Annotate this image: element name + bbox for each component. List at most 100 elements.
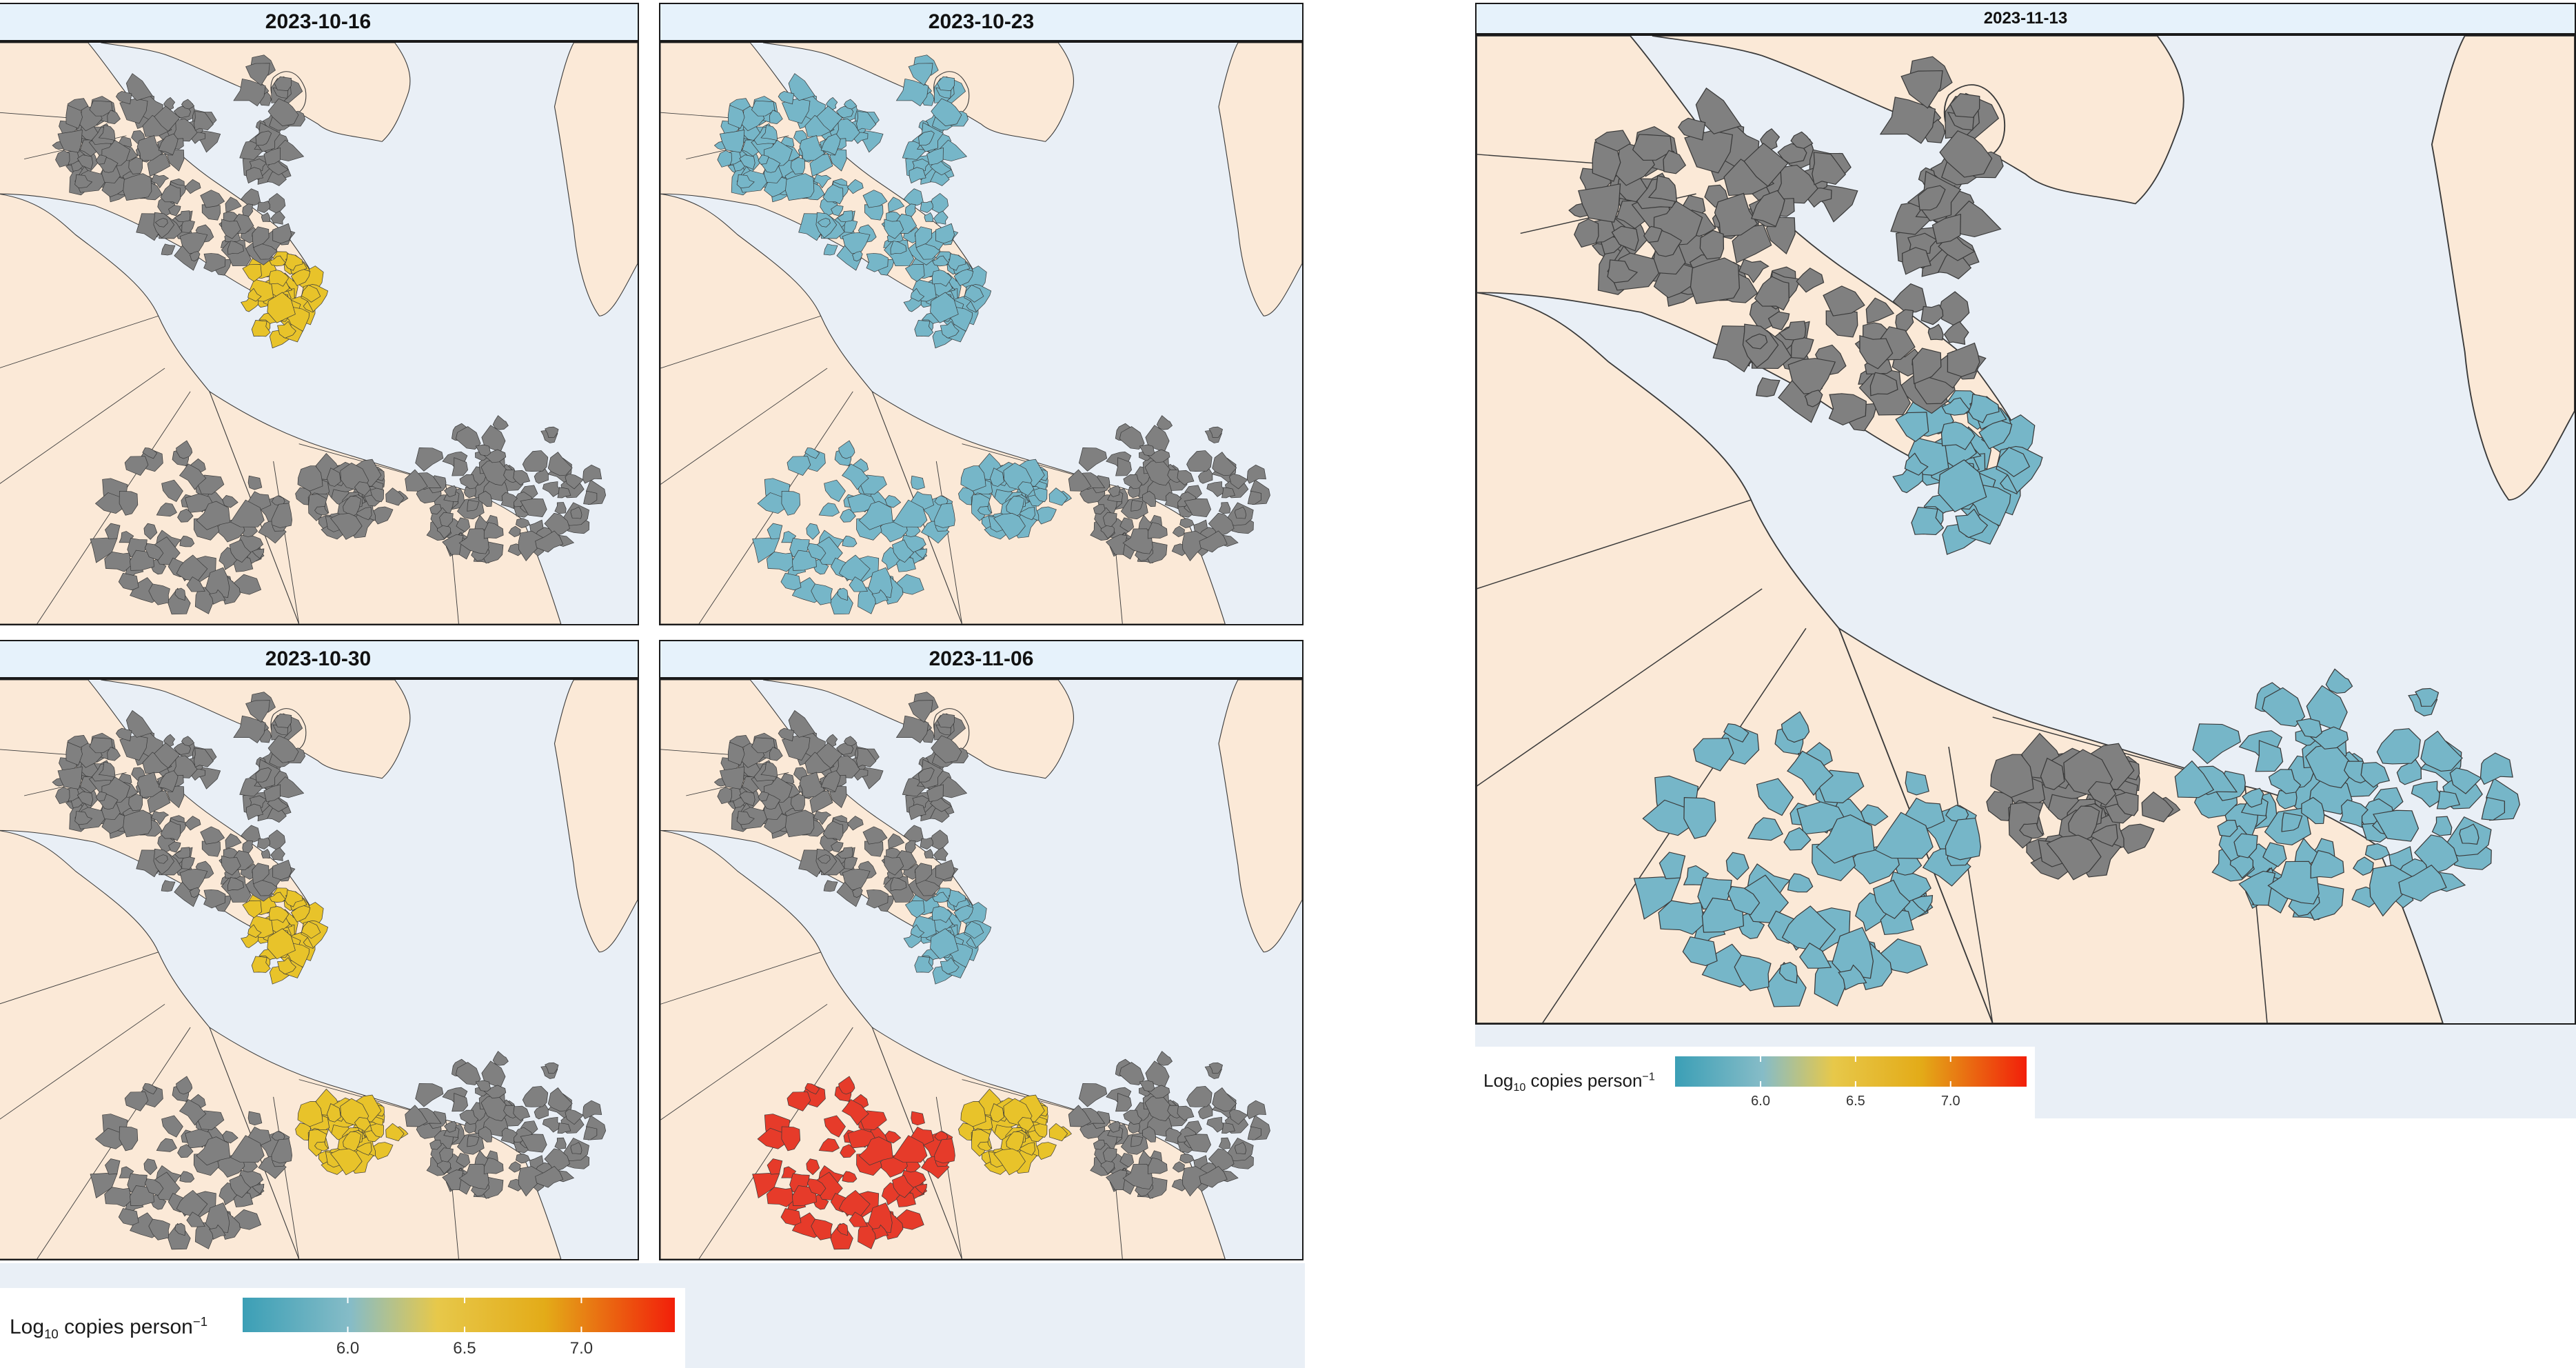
census-block xyxy=(822,821,844,841)
census-block xyxy=(960,465,986,492)
census-block xyxy=(196,501,231,530)
census-block xyxy=(780,572,802,591)
census-block xyxy=(1683,797,1716,839)
census-block xyxy=(1911,506,1945,536)
census-block xyxy=(842,463,869,490)
census-block xyxy=(1714,192,1758,237)
census-block xyxy=(1156,415,1173,430)
census-block xyxy=(933,847,949,861)
census-block xyxy=(565,1109,584,1125)
census-block xyxy=(932,255,949,267)
census-block xyxy=(1751,190,1785,228)
county-boundary xyxy=(0,315,159,368)
census-block xyxy=(1799,942,1832,969)
census-block xyxy=(1648,230,1683,257)
census-block xyxy=(515,518,531,528)
census-block xyxy=(1904,452,1929,476)
census-block xyxy=(161,243,176,256)
census-block xyxy=(1911,348,1942,385)
census-block xyxy=(267,735,299,763)
census-block xyxy=(177,508,194,523)
census-block xyxy=(931,270,952,287)
census-block xyxy=(193,111,214,131)
sewershed-northArm xyxy=(895,692,968,823)
census-block xyxy=(904,900,925,918)
census-block xyxy=(1968,393,2000,423)
sewershed-west xyxy=(90,1076,292,1250)
census-block xyxy=(993,1148,1026,1176)
census-block xyxy=(849,1211,869,1227)
census-block xyxy=(369,487,384,503)
census-block xyxy=(837,587,849,601)
census-block xyxy=(915,226,933,248)
census-block xyxy=(2217,820,2238,837)
legend-colorbar: 6.0 6.5 7.0 xyxy=(1675,1056,2027,1109)
census-block xyxy=(483,522,504,539)
census-block xyxy=(2353,856,2374,876)
legend-title: Log10 copies person−1 xyxy=(1483,1070,1655,1094)
census-block xyxy=(760,761,778,778)
census-block xyxy=(554,1137,567,1149)
census-block xyxy=(964,284,984,303)
census-block xyxy=(2019,823,2044,839)
census-block xyxy=(911,475,925,490)
sewershed-west xyxy=(752,440,955,615)
map-panel-2023-11-13: 2023-11-13 xyxy=(1475,3,2576,1025)
census-block xyxy=(844,99,858,110)
census-block xyxy=(1206,481,1226,497)
census-block xyxy=(301,284,321,303)
census-block xyxy=(245,63,270,86)
census-block xyxy=(1033,1123,1048,1138)
census-block xyxy=(926,147,944,165)
land-area xyxy=(1218,680,1302,953)
census-block xyxy=(1787,873,1814,893)
census-block xyxy=(1139,1080,1155,1092)
sewershed-center xyxy=(1986,732,2181,881)
census-block xyxy=(246,167,263,184)
census-block xyxy=(1107,485,1121,497)
census-block xyxy=(934,1138,955,1164)
census-block xyxy=(500,1127,518,1145)
census-block xyxy=(893,499,928,527)
census-block xyxy=(257,201,271,213)
census-block xyxy=(119,1126,139,1151)
census-block xyxy=(225,833,242,849)
sewershed-northArm xyxy=(233,692,305,823)
census-block xyxy=(475,444,491,456)
census-block xyxy=(820,770,841,792)
census-block xyxy=(261,848,271,859)
census-block xyxy=(766,551,794,572)
census-block xyxy=(818,1138,840,1152)
census-block xyxy=(1123,474,1143,490)
census-block xyxy=(151,174,170,189)
census-block xyxy=(74,811,93,825)
census-block xyxy=(1093,504,1106,514)
census-block xyxy=(480,1094,508,1122)
census-block xyxy=(1790,131,1814,149)
census-block xyxy=(1632,134,1673,161)
census-block xyxy=(492,415,509,430)
census-block xyxy=(858,1136,893,1166)
census-block xyxy=(1078,447,1108,472)
census-block xyxy=(781,490,801,516)
census-block xyxy=(343,1131,362,1152)
census-block xyxy=(2141,791,2174,823)
census-block xyxy=(2301,796,2325,825)
census-block xyxy=(242,840,254,854)
census-block xyxy=(263,147,281,165)
sewershed-pen2 xyxy=(798,179,959,276)
county-boundary xyxy=(935,1096,963,1259)
census-block xyxy=(1164,1127,1182,1145)
census-block xyxy=(1918,185,1946,211)
census-block xyxy=(890,877,907,892)
census-block xyxy=(478,490,493,507)
census-block xyxy=(2262,842,2287,867)
census-block xyxy=(1920,304,1944,325)
county-boundary xyxy=(935,461,963,624)
county-boundary xyxy=(0,952,159,1005)
census-block xyxy=(824,1115,846,1138)
census-block xyxy=(840,1144,856,1158)
map-panel-2023-11-06: 2023-11-06 xyxy=(659,640,1304,1260)
census-block xyxy=(442,1169,464,1190)
census-block xyxy=(933,210,949,225)
